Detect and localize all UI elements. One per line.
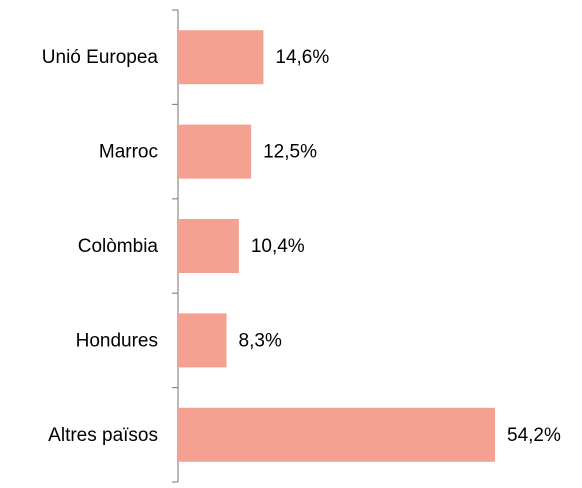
value-label: 54,2% (507, 425, 561, 446)
value-label: 10,4% (251, 236, 305, 257)
category-label: Altres països (48, 425, 158, 446)
category-label: Marroc (99, 142, 158, 163)
bar (178, 30, 264, 85)
value-label: 14,6% (275, 47, 329, 68)
bar (178, 219, 239, 273)
category-label: Colòmbia (78, 236, 159, 257)
bar (178, 313, 227, 368)
category-label: Unió Europea (42, 47, 159, 68)
value-label: 12,5% (263, 142, 317, 163)
category-label: Hondures (76, 330, 158, 351)
bar (178, 407, 495, 462)
value-label: 8,3% (239, 330, 282, 351)
bar (178, 124, 252, 179)
